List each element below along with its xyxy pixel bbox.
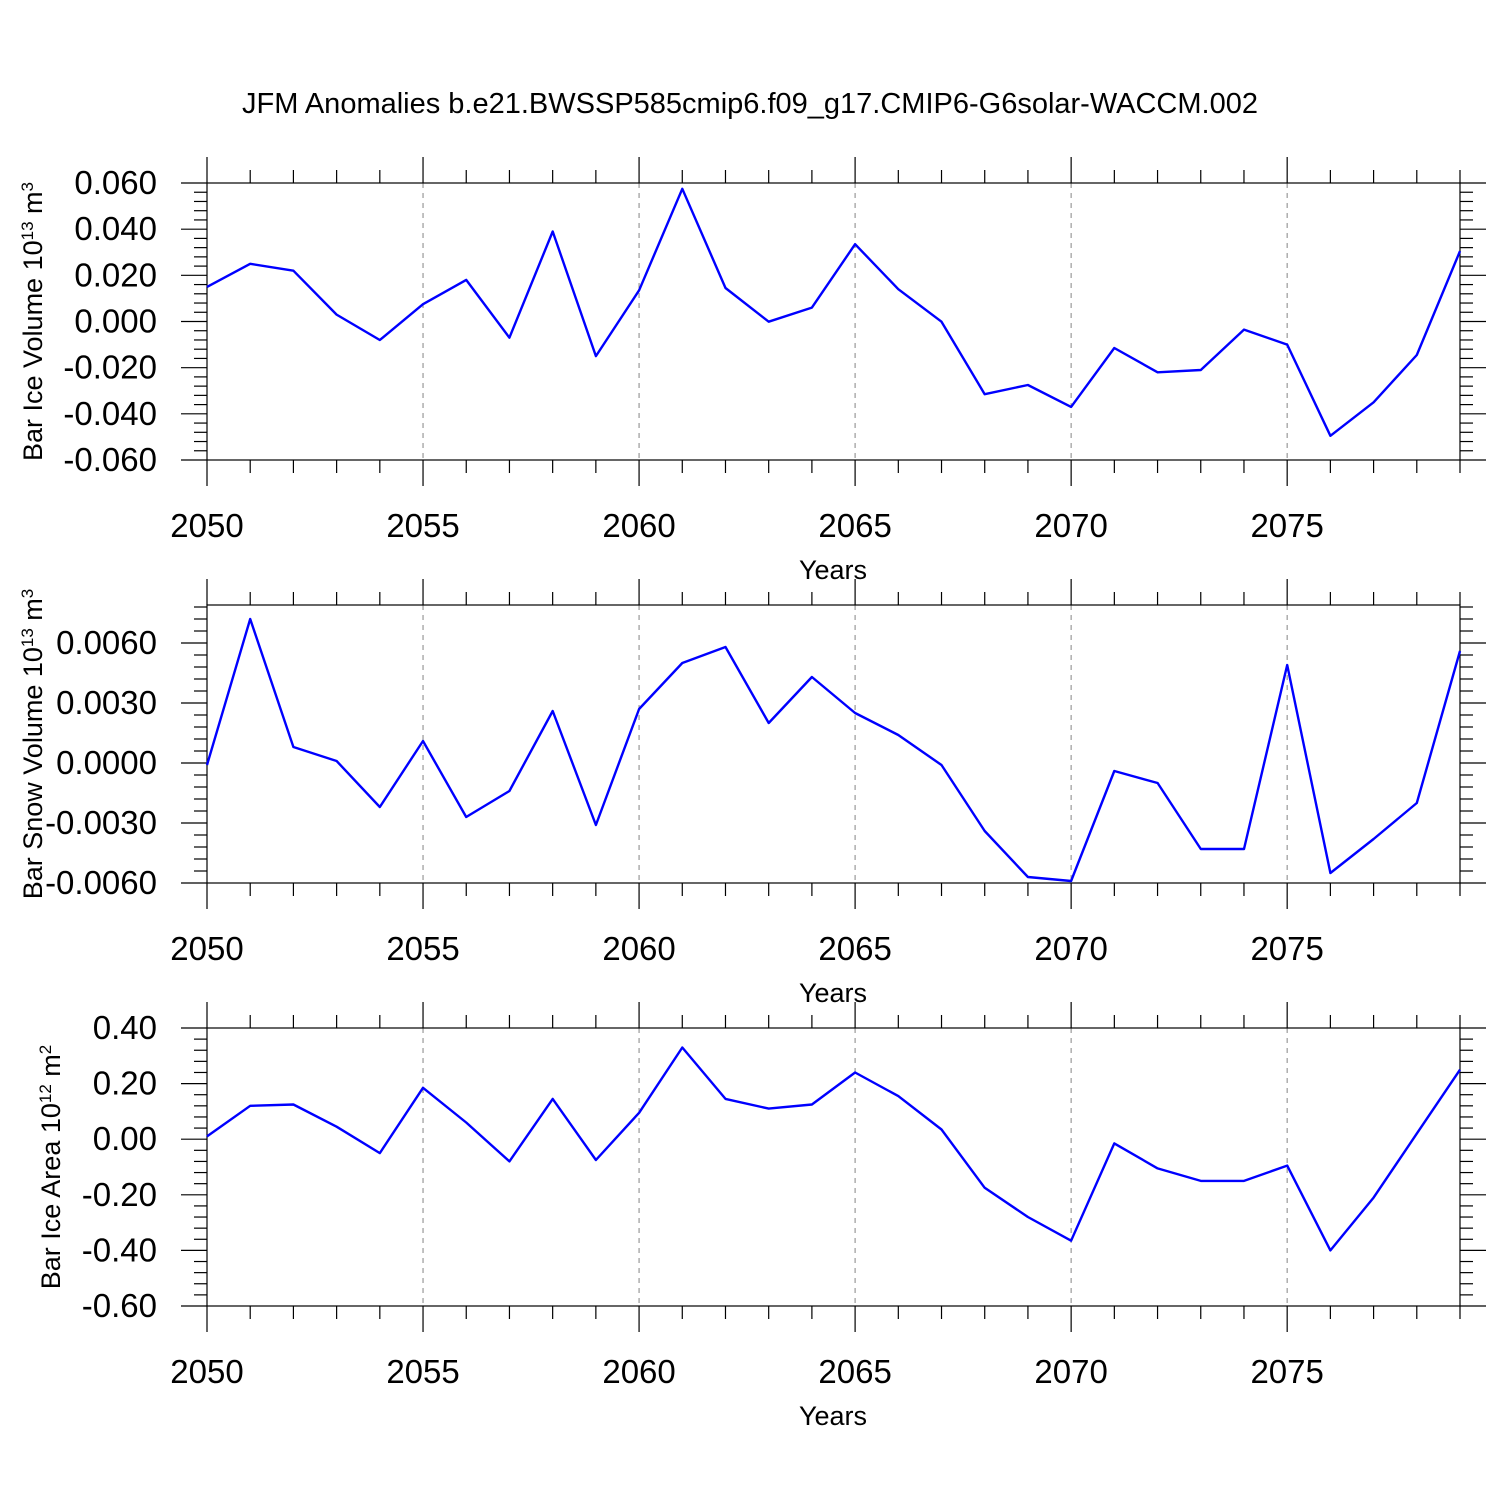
plot-frame — [206, 1027, 1461, 1307]
y-tick-label: 0.0060 — [56, 624, 157, 661]
series-line — [206, 187, 1462, 437]
x-tick-label: 2075 — [1250, 1353, 1323, 1390]
y-tick-label: -0.040 — [63, 395, 157, 432]
x-tick-label: 2055 — [386, 1353, 459, 1390]
y-tick-label: -0.0060 — [45, 864, 157, 901]
y-tick-label: 0.020 — [74, 256, 157, 293]
y-tick-label: -0.0030 — [45, 804, 157, 841]
panel-1: -0.060 -0.040 -0.020 0.000 0.020 0.040 0.060 20… — [18, 157, 1486, 585]
x-tick-label: 2070 — [1034, 930, 1107, 967]
x-tick-label: 2075 — [1250, 930, 1323, 967]
y-tick-label: 0.0030 — [56, 684, 157, 721]
y-axis-label: Bar Ice Volume 1013 m3 — [18, 182, 49, 461]
x-tick-label: 2055 — [386, 507, 459, 544]
x-tick-label: 2060 — [602, 1353, 675, 1390]
x-tick-label: 2065 — [818, 930, 891, 967]
y-tick-label: 0.40 — [93, 1009, 157, 1046]
x-tick-label: 2065 — [818, 507, 891, 544]
x-tick-label: 2050 — [170, 930, 243, 967]
y-tick-label: 0.0000 — [56, 744, 157, 781]
chart-title: JFM Anomalies b.e21.BWSSP585cmip6.f09_g1… — [242, 88, 1258, 120]
x-axis-label: Years — [799, 1401, 867, 1431]
x-tick-label: 2065 — [818, 1353, 891, 1390]
y-tick-label: -0.60 — [82, 1287, 157, 1324]
plot-frame — [206, 182, 1461, 461]
x-tick-label: 2060 — [602, 930, 675, 967]
y-tick-label: -0.020 — [63, 349, 157, 386]
y-tick-label: -0.40 — [82, 1231, 157, 1268]
x-tick-label: 2070 — [1034, 1353, 1107, 1390]
y-tick-label: 0.000 — [74, 303, 157, 340]
series-line — [205, 617, 1462, 883]
x-tick-label: 2070 — [1034, 507, 1107, 544]
y-tick-label: 0.060 — [74, 164, 157, 201]
y-tick-label: -0.060 — [63, 441, 157, 478]
series-line — [206, 1046, 1461, 1252]
y-tick-label: 0.20 — [93, 1065, 157, 1102]
x-tick-label: 2050 — [170, 507, 243, 544]
y-axis-label: Bar Ice Area 1012 m2 — [36, 1045, 67, 1290]
x-tick-label: 2055 — [386, 930, 459, 967]
panel-2: -0.0060 -0.0030 0.0000 0.0030 0.0060 2050 2055… — [18, 579, 1486, 1008]
y-axis-label: Bar Snow Volume 1013 m3 — [18, 589, 49, 900]
plot-frame — [206, 604, 1461, 884]
x-tick-label: 2075 — [1250, 507, 1323, 544]
x-tick-label: 2050 — [170, 1353, 243, 1390]
y-tick-label: 0.040 — [74, 210, 157, 247]
x-axis-label: Years — [799, 555, 867, 585]
x-tick-label: 2060 — [602, 507, 675, 544]
y-tick-label: -0.20 — [82, 1176, 157, 1213]
panel-3: -0.60 -0.40 -0.20 0.00 0.20 0.40 2050 2055 2060 2… — [36, 1002, 1486, 1431]
y-tick-label: 0.00 — [93, 1120, 157, 1157]
x-axis-label: Years — [799, 978, 867, 1008]
